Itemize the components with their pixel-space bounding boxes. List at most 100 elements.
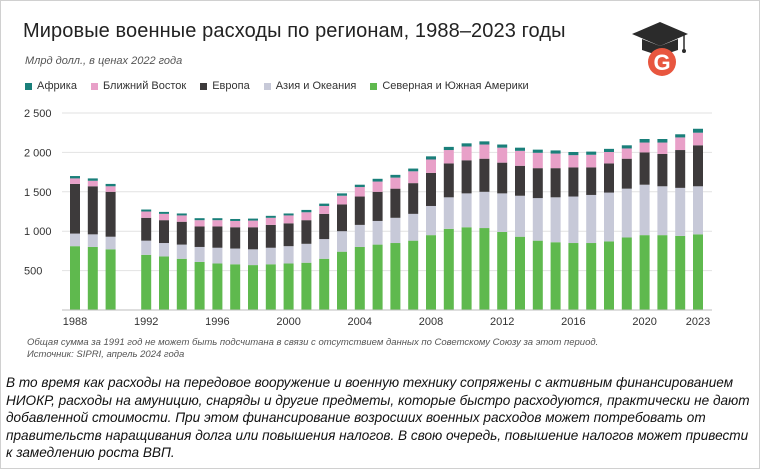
bar-americas <box>105 249 116 310</box>
bar-africa <box>497 144 508 148</box>
bar-asia-oceania <box>337 231 347 252</box>
bar-africa <box>426 156 436 160</box>
chart-subtitle: Млрд долл., в ценах 2022 года <box>25 55 183 67</box>
bar-americas <box>604 241 614 310</box>
bar-europe <box>105 191 116 237</box>
y-tick-label: 2 000 <box>24 147 52 159</box>
legend-label: Африка <box>37 80 77 92</box>
bar-middle-east <box>515 150 525 166</box>
bar-asia-oceania <box>532 198 543 241</box>
bar-africa <box>194 218 205 221</box>
x-tick-label: 1988 <box>63 316 87 328</box>
bar-middle-east <box>230 220 241 228</box>
bar-asia-oceania <box>70 233 80 247</box>
bar-europe <box>443 163 454 198</box>
bar-europe <box>550 168 561 198</box>
bar-americas <box>176 258 187 310</box>
graduation-cap-g-logo-icon: G <box>632 22 688 76</box>
bar-americas <box>479 228 490 310</box>
bar-europe <box>532 168 543 199</box>
bar-middle-east <box>443 150 454 164</box>
bar-africa <box>550 150 561 154</box>
bar-asia-oceania <box>105 236 116 250</box>
bar-middle-east <box>657 142 668 154</box>
bar-africa <box>301 209 312 213</box>
bar-americas <box>532 240 543 310</box>
bar-americas <box>497 231 508 310</box>
bar-africa <box>532 149 543 153</box>
y-tick-label: 500 <box>24 266 42 278</box>
bar-middle-east <box>248 220 258 228</box>
bar-americas <box>657 235 668 310</box>
bar-africa <box>639 139 650 143</box>
bar-europe <box>479 158 490 192</box>
legend-item-americas: Северная и Южная Америки <box>370 80 529 92</box>
bar-asia-oceania <box>159 243 169 257</box>
bar-asia-oceania <box>426 205 436 236</box>
x-tick-label: 2020 <box>632 316 656 328</box>
legend-item-africa: Африка <box>25 80 77 92</box>
bar-americas <box>408 240 419 310</box>
bar-asia-oceania <box>301 243 312 263</box>
bar-middle-east <box>141 211 152 218</box>
bar-americas <box>265 264 276 310</box>
legend-label: Северная и Южная Америки <box>382 80 529 92</box>
y-tick-label: 2 500 <box>24 108 52 120</box>
bar-americas <box>639 235 650 310</box>
bar-asia-oceania <box>176 244 187 259</box>
bar-africa <box>390 174 401 178</box>
bar-africa <box>105 183 116 187</box>
bar-americas <box>319 258 330 310</box>
bar-africa <box>87 178 98 181</box>
bar-africa <box>443 146 454 151</box>
x-tick-label: 1992 <box>134 316 158 328</box>
bar-europe <box>354 196 365 225</box>
bar-europe <box>693 145 703 187</box>
bar-europe <box>337 204 347 232</box>
bar-europe <box>426 172 436 206</box>
bar-africa <box>568 152 579 156</box>
bar-asia-oceania <box>693 186 703 235</box>
bar-africa <box>212 218 223 221</box>
bar-asia-oceania <box>230 248 241 265</box>
bar-americas <box>159 256 169 310</box>
chart-title: Мировые военные расходы по регионам, 198… <box>23 20 566 42</box>
bar-asia-oceania <box>479 191 490 229</box>
legend-label: Европа <box>212 80 250 92</box>
bar-europe <box>515 165 525 196</box>
bar-middle-east <box>159 213 169 221</box>
bar-americas <box>443 228 454 310</box>
bar-africa <box>372 178 383 182</box>
bar-middle-east <box>70 178 80 184</box>
bar-asia-oceania <box>461 193 472 228</box>
bar-africa <box>230 218 241 221</box>
bar-europe <box>194 226 205 247</box>
x-tick-label: 2000 <box>276 316 300 328</box>
y-tick-label: 1 000 <box>24 226 52 238</box>
bar-middle-east <box>532 152 543 169</box>
bar-europe <box>319 213 330 240</box>
bar-europe <box>265 224 276 248</box>
bar-asia-oceania <box>87 234 98 247</box>
bar-americas <box>87 246 98 310</box>
bar-asia-oceania <box>639 184 650 236</box>
bar-africa <box>159 211 169 214</box>
bar-middle-east <box>87 180 98 187</box>
bar-asia-oceania <box>390 217 401 244</box>
bar-middle-east <box>354 187 365 197</box>
bar-africa <box>248 218 258 221</box>
bar-africa <box>675 134 686 138</box>
bar-americas <box>621 237 632 310</box>
bar-middle-east <box>586 154 597 168</box>
y-tick-label: 1 500 <box>24 187 52 199</box>
bar-americas <box>693 234 703 310</box>
bar-asia-oceania <box>141 240 152 255</box>
x-tick-label: 2023 <box>686 316 710 328</box>
bar-europe <box>212 226 223 248</box>
bar-middle-east <box>212 220 223 227</box>
bar-americas <box>212 263 223 310</box>
bar-asia-oceania <box>283 246 294 264</box>
bar-africa <box>621 145 632 149</box>
bar-europe <box>586 167 597 195</box>
bar-africa <box>265 215 276 218</box>
